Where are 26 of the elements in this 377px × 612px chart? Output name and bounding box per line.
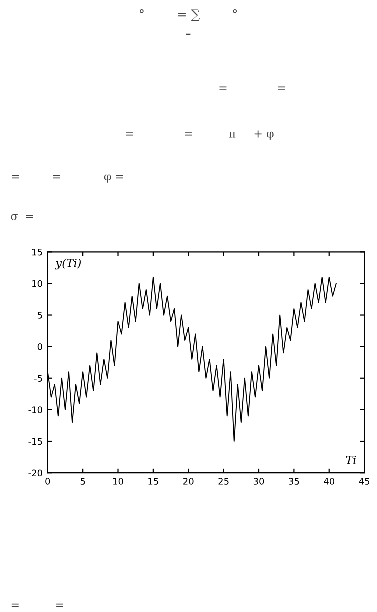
x-tick-label: 40 [324,478,335,485]
y-tick-label: -10 [28,406,42,414]
x-tick-label: 5 [80,478,86,485]
x-tick-label: 35 [289,478,300,485]
x-axis-title: Ti [346,456,356,464]
x-tick-label: 15 [148,478,158,485]
x-tick-label: 0 [46,478,50,485]
y-tick-label: -15 [28,438,42,446]
text: ° = ∑ ° [140,9,238,22]
x-tick-label: 10 [114,478,124,485]
text: = = [12,604,64,608]
x-tick-label: 45 [359,478,370,485]
y-axis-title: y(Ti) [55,258,82,270]
y-tick-label: 15 [32,248,42,256]
y-tick-label: 5 [38,312,42,319]
y-tick-label: -20 [28,470,42,477]
y-tick-label: -5 [34,375,42,382]
y-tick-label: 10 [32,280,42,288]
x-tick-label: 25 [218,478,229,485]
x-tick-label: 30 [254,478,264,485]
text: = = φ = [12,174,124,183]
text: = = [220,86,286,90]
y-tick-label: 0 [38,344,42,350]
text: = = π + φ [126,130,274,140]
x-tick-label: 20 [184,478,194,485]
text: σ = [11,214,34,220]
